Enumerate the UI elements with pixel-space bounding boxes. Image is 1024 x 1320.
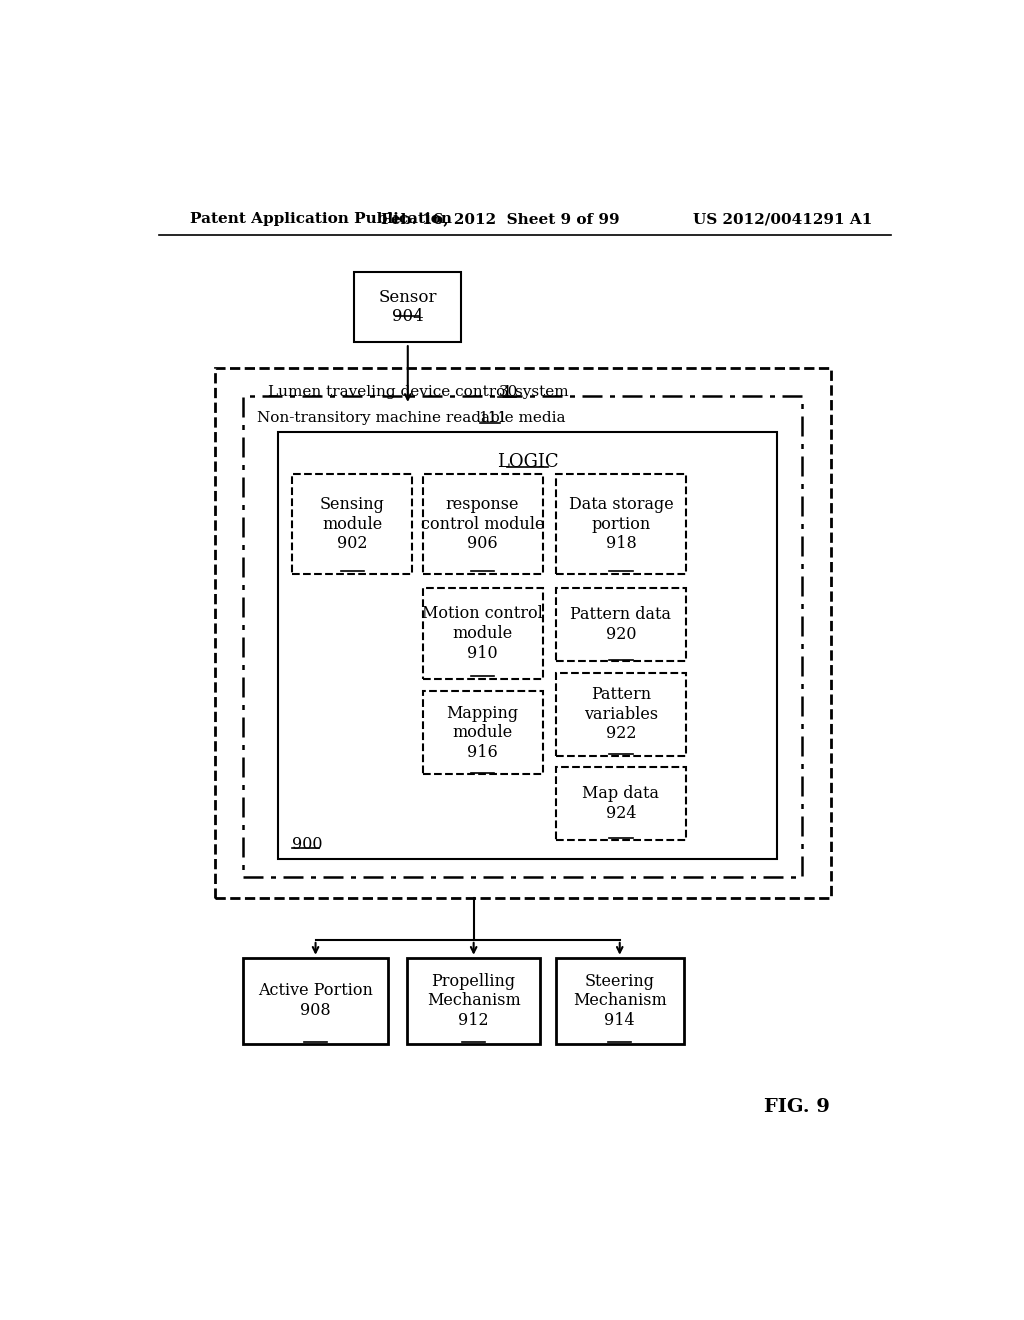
- Text: 111: 111: [478, 411, 508, 425]
- Bar: [407, 958, 541, 1044]
- Text: Motion control
module
910: Motion control module 910: [422, 606, 543, 661]
- Text: Pattern
variables
922: Pattern variables 922: [584, 686, 658, 742]
- Bar: [423, 589, 543, 678]
- Bar: [354, 272, 461, 342]
- Text: Propelling
Mechanism
912: Propelling Mechanism 912: [427, 973, 520, 1028]
- Bar: [243, 958, 388, 1044]
- Text: Patent Application Publication: Patent Application Publication: [190, 213, 452, 226]
- Text: Mapping
module
916: Mapping module 916: [446, 705, 518, 760]
- Text: Non-transitory machine readable media: Non-transitory machine readable media: [257, 411, 570, 425]
- Bar: [215, 368, 830, 898]
- Text: Sensing
module
902: Sensing module 902: [319, 496, 385, 552]
- Text: Data storage
portion
918: Data storage portion 918: [568, 496, 673, 552]
- Text: Steering
Mechanism
914: Steering Mechanism 914: [572, 973, 667, 1028]
- Text: Map data
924: Map data 924: [583, 785, 659, 821]
- Text: LOGIC: LOGIC: [497, 453, 558, 471]
- Bar: [243, 396, 802, 876]
- Bar: [556, 958, 684, 1044]
- Text: Lumen traveling device control system: Lumen traveling device control system: [267, 385, 573, 399]
- Text: Active Portion
908: Active Portion 908: [258, 982, 373, 1019]
- Text: Feb. 16, 2012  Sheet 9 of 99: Feb. 16, 2012 Sheet 9 of 99: [381, 213, 620, 226]
- Text: US 2012/0041291 A1: US 2012/0041291 A1: [692, 213, 872, 226]
- Bar: [556, 767, 686, 840]
- Text: Pattern data
920: Pattern data 920: [570, 606, 672, 643]
- Text: FIG. 9: FIG. 9: [764, 1098, 829, 1115]
- Bar: [278, 432, 777, 859]
- Text: Sensor
904: Sensor 904: [379, 289, 437, 325]
- Text: response
control module
906: response control module 906: [421, 496, 545, 552]
- Bar: [556, 474, 686, 574]
- Bar: [556, 589, 686, 661]
- Text: 30: 30: [499, 385, 518, 399]
- Bar: [292, 474, 413, 574]
- Text: 900: 900: [292, 836, 322, 853]
- Bar: [423, 474, 543, 574]
- Bar: [556, 673, 686, 756]
- Bar: [423, 692, 543, 775]
